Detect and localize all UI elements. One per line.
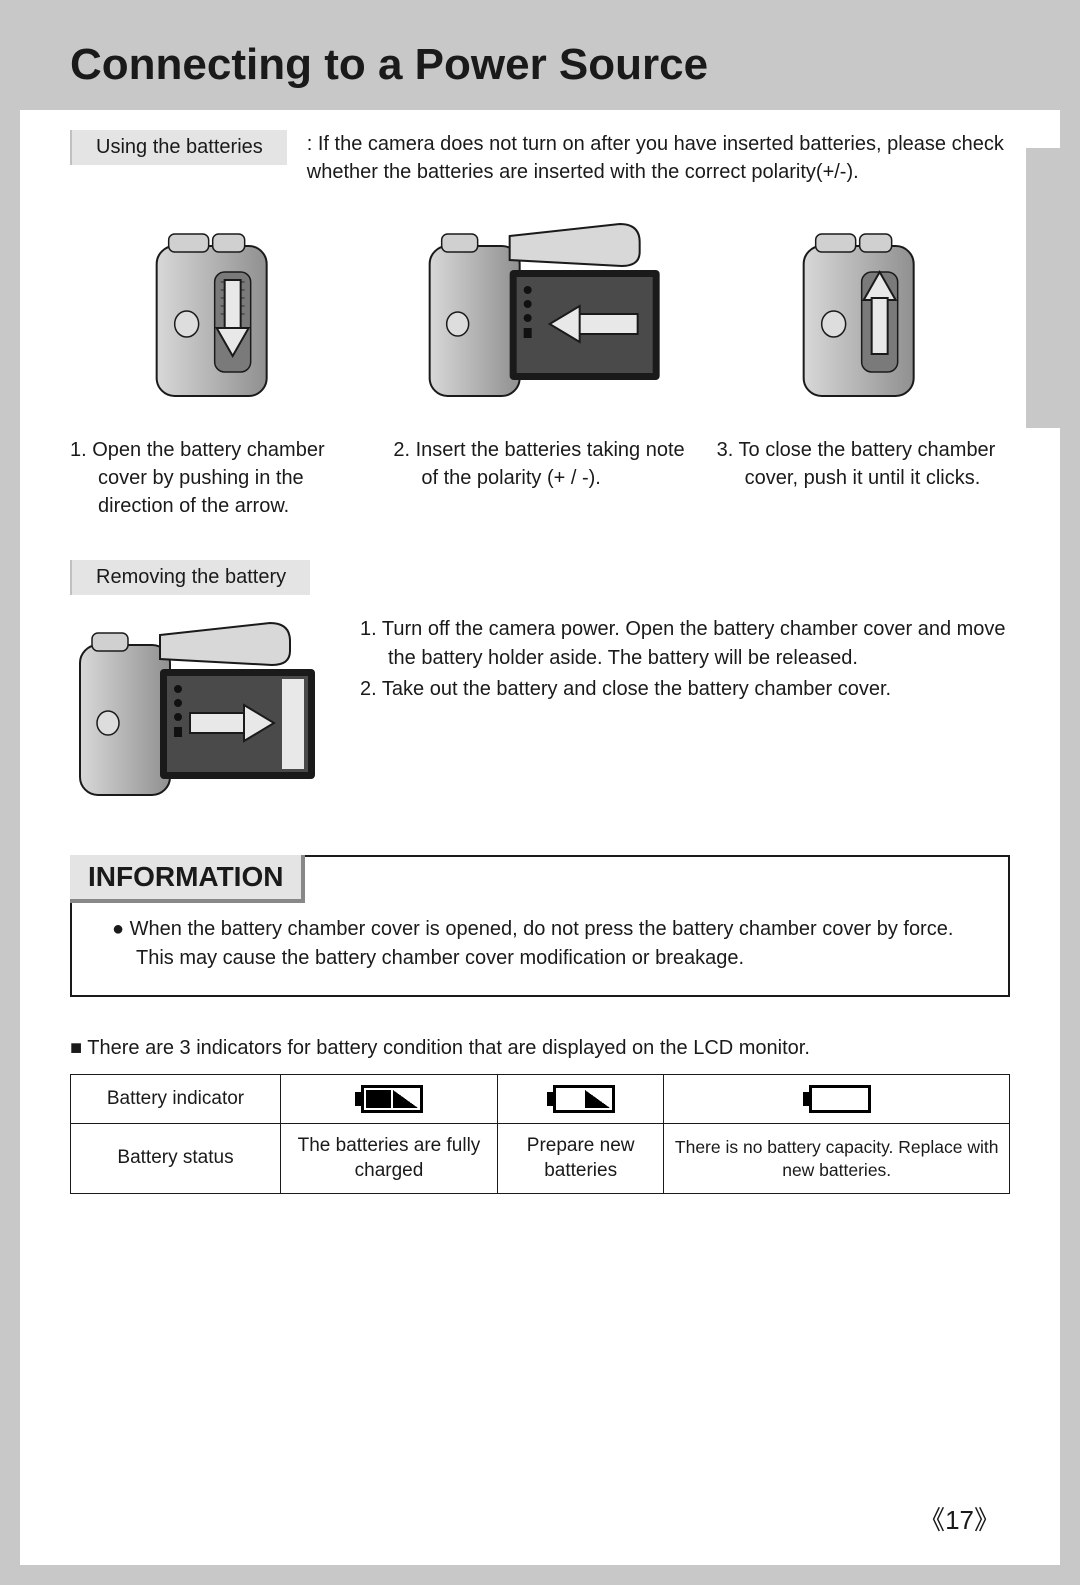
step-1-caption: 1. Open the battery chamber cover by pus… bbox=[70, 436, 363, 520]
insert-steps-row: 1. Open the battery chamber cover by pus… bbox=[70, 216, 1010, 520]
status-empty: There is no battery capacity. Replace wi… bbox=[664, 1124, 1010, 1194]
row1-label: Battery indicator bbox=[71, 1075, 281, 1124]
removing-step-2: 2. Take out the battery and close the ba… bbox=[360, 675, 1010, 704]
removing-section: Removing the battery bbox=[70, 560, 1010, 815]
battery-full-cell bbox=[281, 1075, 498, 1124]
removing-steps: 1. Turn off the camera power. Open the b… bbox=[360, 615, 1010, 706]
side-tab bbox=[1026, 148, 1060, 428]
camera-closed-down-arrow-icon bbox=[70, 216, 363, 416]
battery-indicator-table: Battery indicator Battery status The bat… bbox=[70, 1074, 1010, 1194]
removing-label: Removing the battery bbox=[70, 560, 310, 595]
step-1-illustration bbox=[70, 216, 363, 416]
battery-half-icon bbox=[547, 1085, 615, 1113]
removing-step-1: 1. Turn off the camera power. Open the b… bbox=[360, 615, 1010, 673]
step-2-caption: 2. Insert the batteries taking note of t… bbox=[393, 436, 686, 492]
camera-open-right-arrow-icon bbox=[70, 615, 330, 815]
using-batteries-intro: : If the camera does not turn on after y… bbox=[307, 130, 1010, 186]
step-3: 3. To close the battery chamber cover, p… bbox=[717, 216, 1010, 520]
step-2: 2. Insert the batteries taking note of t… bbox=[393, 216, 686, 520]
step-3-caption: 3. To close the battery chamber cover, p… bbox=[717, 436, 1010, 492]
using-batteries-intro-row: Using the batteries : If the camera does… bbox=[70, 130, 1010, 186]
step-1: 1. Open the battery chamber cover by pus… bbox=[70, 216, 363, 520]
information-bullet: ● When the battery chamber cover is open… bbox=[112, 915, 978, 973]
page-number: 《17》 bbox=[919, 1500, 1000, 1537]
using-batteries-label: Using the batteries bbox=[70, 130, 287, 165]
table-row: Battery indicator bbox=[71, 1075, 1010, 1124]
page-title: Connecting to a Power Source bbox=[70, 40, 1010, 90]
step-3-illustration bbox=[717, 216, 1010, 416]
information-header: INFORMATION bbox=[70, 855, 305, 903]
battery-full-icon bbox=[355, 1085, 423, 1113]
battery-empty-icon bbox=[803, 1085, 871, 1113]
battery-empty-cell bbox=[664, 1075, 1010, 1124]
battery-half-cell bbox=[497, 1075, 663, 1124]
removing-illustration bbox=[70, 615, 330, 815]
information-box: INFORMATION ● When the battery chamber c… bbox=[70, 855, 1010, 997]
title-bar: Connecting to a Power Source bbox=[20, 20, 1060, 110]
row2-label: Battery status bbox=[71, 1124, 281, 1194]
manual-page: Connecting to a Power Source Using the b… bbox=[20, 20, 1060, 1565]
table-row: Battery status The batteries are fully c… bbox=[71, 1124, 1010, 1194]
step-2-illustration bbox=[393, 216, 686, 416]
camera-closed-up-arrow-icon bbox=[717, 216, 1010, 416]
camera-open-left-arrow-icon bbox=[393, 216, 686, 416]
status-full: The batteries are fully charged bbox=[281, 1124, 498, 1194]
information-body: ● When the battery chamber cover is open… bbox=[72, 915, 1008, 995]
indicators-intro: ■ There are 3 indicators for battery con… bbox=[70, 1037, 1010, 1060]
status-half: Prepare new batteries bbox=[497, 1124, 663, 1194]
